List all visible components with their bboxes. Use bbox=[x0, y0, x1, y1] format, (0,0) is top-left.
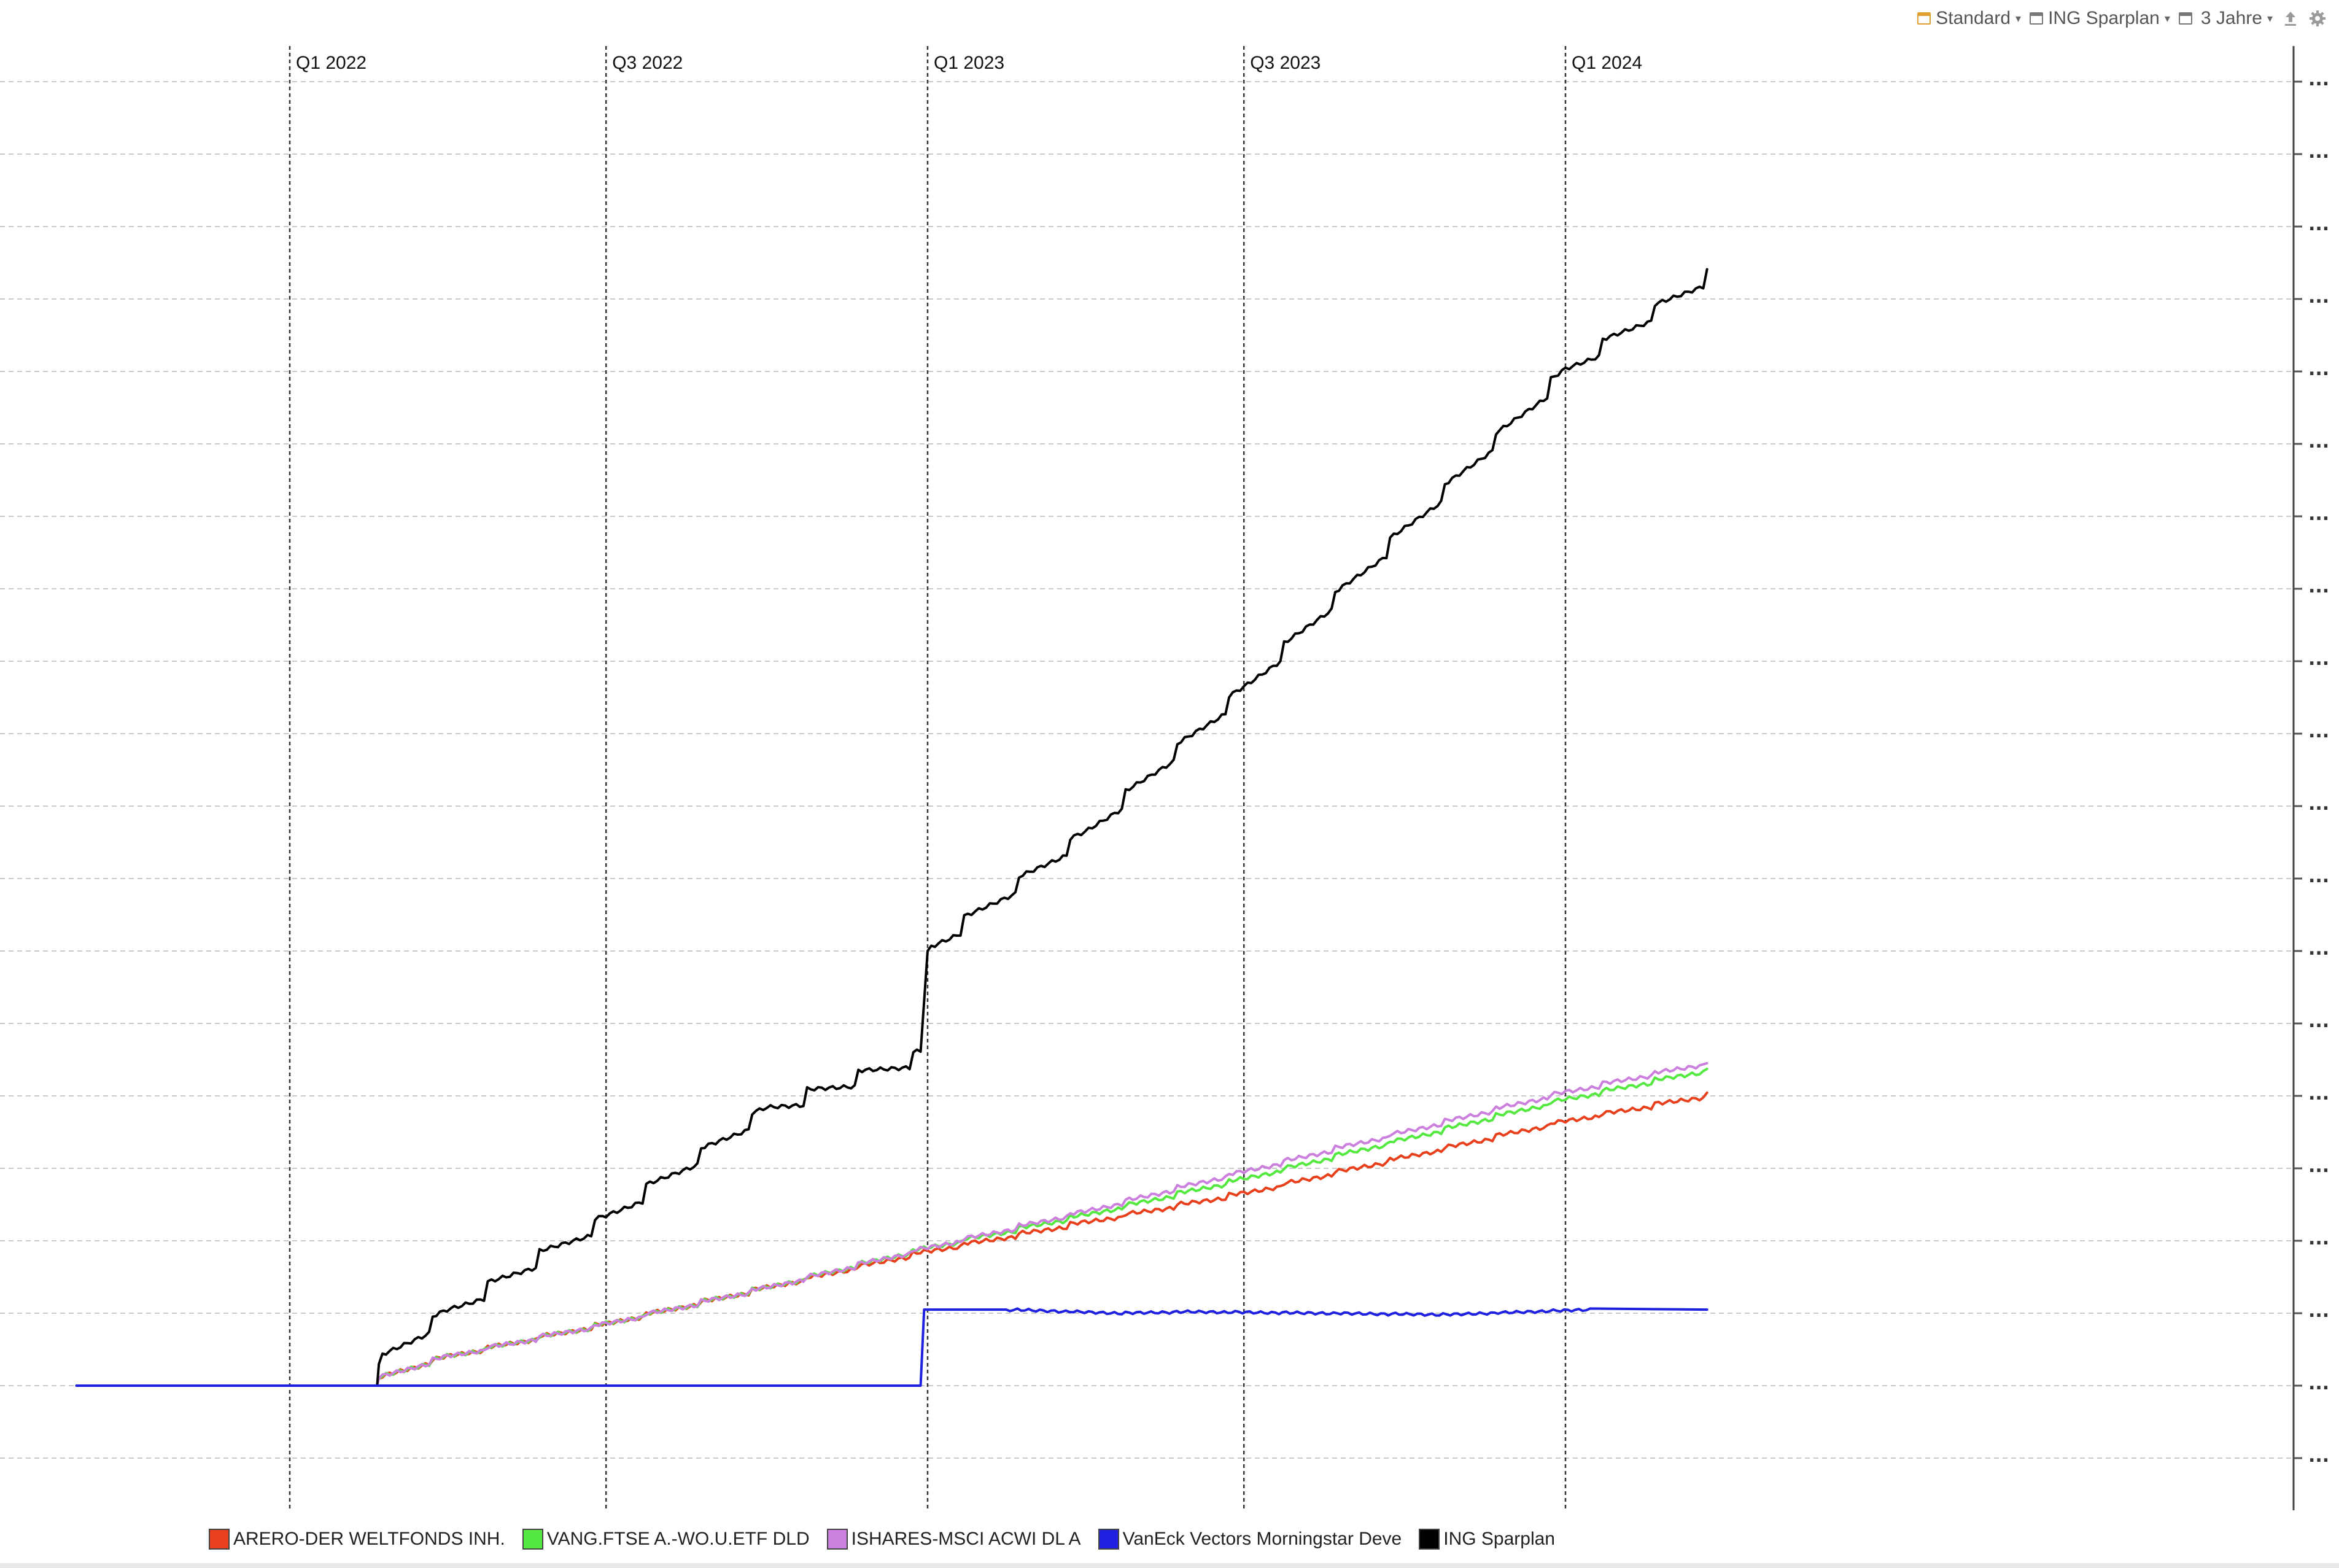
legend-item[interactable]: ING Sparplan bbox=[1419, 1529, 1555, 1550]
legend-swatch bbox=[522, 1529, 543, 1550]
caret-down-icon: ▾ bbox=[2015, 12, 2022, 25]
y-axis: ........................................… bbox=[2292, 46, 2329, 1510]
legend-label: ING Sparplan bbox=[1443, 1529, 1555, 1549]
y-tick-label: ... bbox=[2308, 359, 2329, 380]
y-tick-label: ... bbox=[2308, 576, 2329, 597]
portfolio-selector-label: ING Sparplan bbox=[2048, 8, 2160, 28]
legend-swatch bbox=[1098, 1529, 1119, 1550]
date-picker-button[interactable] bbox=[2178, 12, 2192, 25]
upload-icon[interactable] bbox=[2281, 9, 2300, 28]
series-line[interactable] bbox=[75, 268, 1709, 1387]
series-line[interactable] bbox=[75, 1062, 1709, 1387]
y-tick-label: ... bbox=[2308, 214, 2329, 235]
gear-icon[interactable] bbox=[2308, 9, 2327, 28]
caret-down-icon: ▾ bbox=[2267, 12, 2273, 25]
legend-item[interactable]: VanEck Vectors Morningstar Deve bbox=[1098, 1529, 1402, 1550]
x-tick-label: Q3 2022 bbox=[612, 53, 683, 73]
bottom-scroll-strip bbox=[0, 1563, 2339, 1568]
y-tick-label: ... bbox=[2308, 1373, 2329, 1394]
chart-legend: ARERO-DER WELTFONDS INH. VANG.FTSE A.-WO.… bbox=[209, 1529, 1555, 1550]
legend-item[interactable]: ISHARES-MSCI ACWI DL A bbox=[826, 1529, 1081, 1550]
y-tick-label: ... bbox=[2308, 503, 2329, 525]
quarter-markers: Q1 2022 Q3 2022 Q1 2023 Q3 2023 Q1 2024 bbox=[289, 46, 1642, 1510]
chart-toolbar: Standard ▾ ING Sparplan ▾ 3 Jahre ▾ bbox=[1917, 5, 2327, 32]
y-tick-label: ... bbox=[2308, 1155, 2329, 1177]
y-tick-label: ... bbox=[2308, 1011, 2329, 1032]
y-tick-label: ... bbox=[2308, 938, 2329, 960]
legend-label: VANG.FTSE A.-WO.U.ETF DLD bbox=[546, 1529, 810, 1549]
y-tick-label: ... bbox=[2308, 1300, 2329, 1322]
legend-item[interactable]: ARERO-DER WELTFONDS INH. bbox=[209, 1529, 505, 1550]
x-tick-label: Q1 2022 bbox=[296, 53, 367, 73]
legend-swatch bbox=[826, 1529, 848, 1550]
y-tick-label: ... bbox=[2308, 721, 2329, 742]
layout-selector[interactable]: Standard ▾ bbox=[1917, 8, 2021, 29]
legend-swatch bbox=[209, 1529, 230, 1550]
calendar-icon bbox=[2030, 12, 2044, 25]
y-tick-label: ... bbox=[2308, 793, 2329, 815]
legend-label: VanEck Vectors Morningstar Deve bbox=[1122, 1529, 1402, 1549]
y-tick-label: ... bbox=[2308, 431, 2329, 452]
series-line[interactable] bbox=[75, 1091, 1709, 1387]
series-line[interactable] bbox=[75, 1307, 1709, 1387]
period-selector-label: 3 Jahre bbox=[2200, 8, 2262, 28]
layout-selector-label: Standard bbox=[1936, 8, 2011, 28]
gridlines bbox=[0, 81, 2294, 1459]
legend-label: ARERO-DER WELTFONDS INH. bbox=[233, 1529, 505, 1549]
legend-swatch bbox=[1419, 1529, 1440, 1550]
x-tick-label: Q1 2023 bbox=[934, 53, 1004, 73]
legend-item[interactable]: VANG.FTSE A.-WO.U.ETF DLD bbox=[522, 1529, 810, 1550]
y-tick-label: ... bbox=[2308, 1083, 2329, 1104]
y-tick-label: ... bbox=[2308, 866, 2329, 887]
series-line[interactable] bbox=[75, 1068, 1709, 1387]
caret-down-icon: ▾ bbox=[2164, 12, 2170, 25]
calendar-icon bbox=[2178, 12, 2192, 25]
y-tick-label: ... bbox=[2308, 648, 2329, 670]
y-tick-label: ... bbox=[2308, 286, 2329, 308]
y-tick-label: ... bbox=[2308, 1445, 2329, 1467]
x-tick-label: Q1 2024 bbox=[1572, 53, 1642, 73]
legend-label: ISHARES-MSCI ACWI DL A bbox=[851, 1529, 1081, 1549]
y-tick-label: ... bbox=[2308, 1228, 2329, 1249]
y-tick-label: ... bbox=[2308, 141, 2329, 163]
series-lines bbox=[75, 268, 1709, 1387]
portfolio-selector[interactable]: ING Sparplan ▾ bbox=[2030, 8, 2170, 29]
y-tick-label: ... bbox=[2308, 69, 2329, 90]
x-tick-label: Q3 2023 bbox=[1250, 53, 1321, 73]
period-selector[interactable]: 3 Jahre ▾ bbox=[2201, 8, 2273, 29]
calendar-icon bbox=[1917, 12, 1931, 25]
